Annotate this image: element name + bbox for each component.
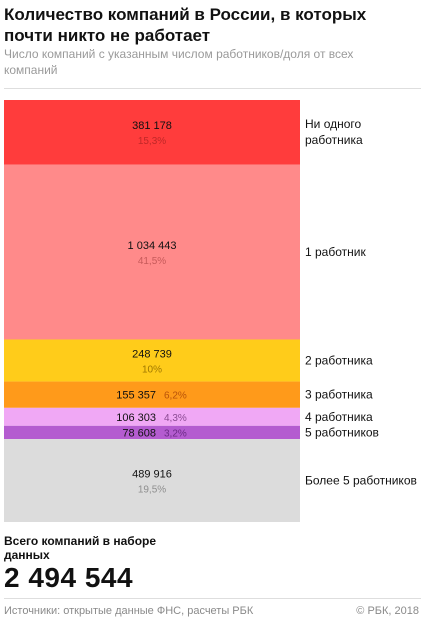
header-divider bbox=[4, 88, 421, 89]
bar-segment bbox=[4, 439, 300, 522]
stacked-bar-chart: 381 178 15,3% Ни одного работника 1 034 443 4… bbox=[4, 100, 417, 522]
bar-segment bbox=[4, 425, 300, 440]
footer: Источники: открытые данные ФНС, расчеты … bbox=[4, 604, 419, 618]
category-label: 3 работника bbox=[305, 388, 373, 402]
footer-divider bbox=[4, 598, 421, 599]
share-label: 19,5% bbox=[138, 485, 166, 496]
source-note: Источники: открытые данные ФНС, расчеты … bbox=[4, 605, 254, 617]
category-label: Более 5 работников bbox=[305, 474, 417, 488]
category-label: Ни одного работника bbox=[305, 117, 363, 147]
category-label: 5 работников bbox=[305, 425, 379, 439]
bar-segment bbox=[4, 164, 300, 340]
chart-subtitle: Число компаний с указанным числом работн… bbox=[4, 47, 354, 77]
share-label: 10% bbox=[142, 365, 162, 376]
value-label: 106 303 bbox=[116, 412, 156, 424]
bar-segment bbox=[4, 100, 300, 165]
share-label: 3,2% bbox=[164, 428, 187, 439]
total-value: 2 494 544 bbox=[4, 562, 134, 593]
category-label: 2 работника bbox=[305, 354, 373, 368]
share-label: 4,3% bbox=[164, 413, 187, 424]
value-label: 381 178 bbox=[132, 120, 172, 132]
category-label: 4 работника bbox=[305, 410, 373, 424]
share-label: 6,2% bbox=[164, 391, 187, 402]
value-label: 78 608 bbox=[122, 427, 156, 439]
bar-segment bbox=[4, 339, 300, 382]
category-label: 1 работник bbox=[305, 245, 366, 259]
value-label: 1 034 443 bbox=[128, 240, 177, 252]
value-label: 248 739 bbox=[132, 349, 172, 361]
share-label: 41,5% bbox=[138, 256, 166, 267]
value-label: 489 916 bbox=[132, 469, 172, 481]
total-label: Всего компаний в наборе данных bbox=[4, 534, 157, 562]
chart-title: Количество компаний в России, в которых … bbox=[4, 5, 367, 45]
copyright: © РБК, 2018 bbox=[356, 605, 419, 617]
value-label: 155 357 bbox=[116, 390, 156, 402]
bar-segment bbox=[4, 407, 300, 426]
bar-segment bbox=[4, 381, 300, 408]
share-label: 15,3% bbox=[138, 136, 166, 147]
